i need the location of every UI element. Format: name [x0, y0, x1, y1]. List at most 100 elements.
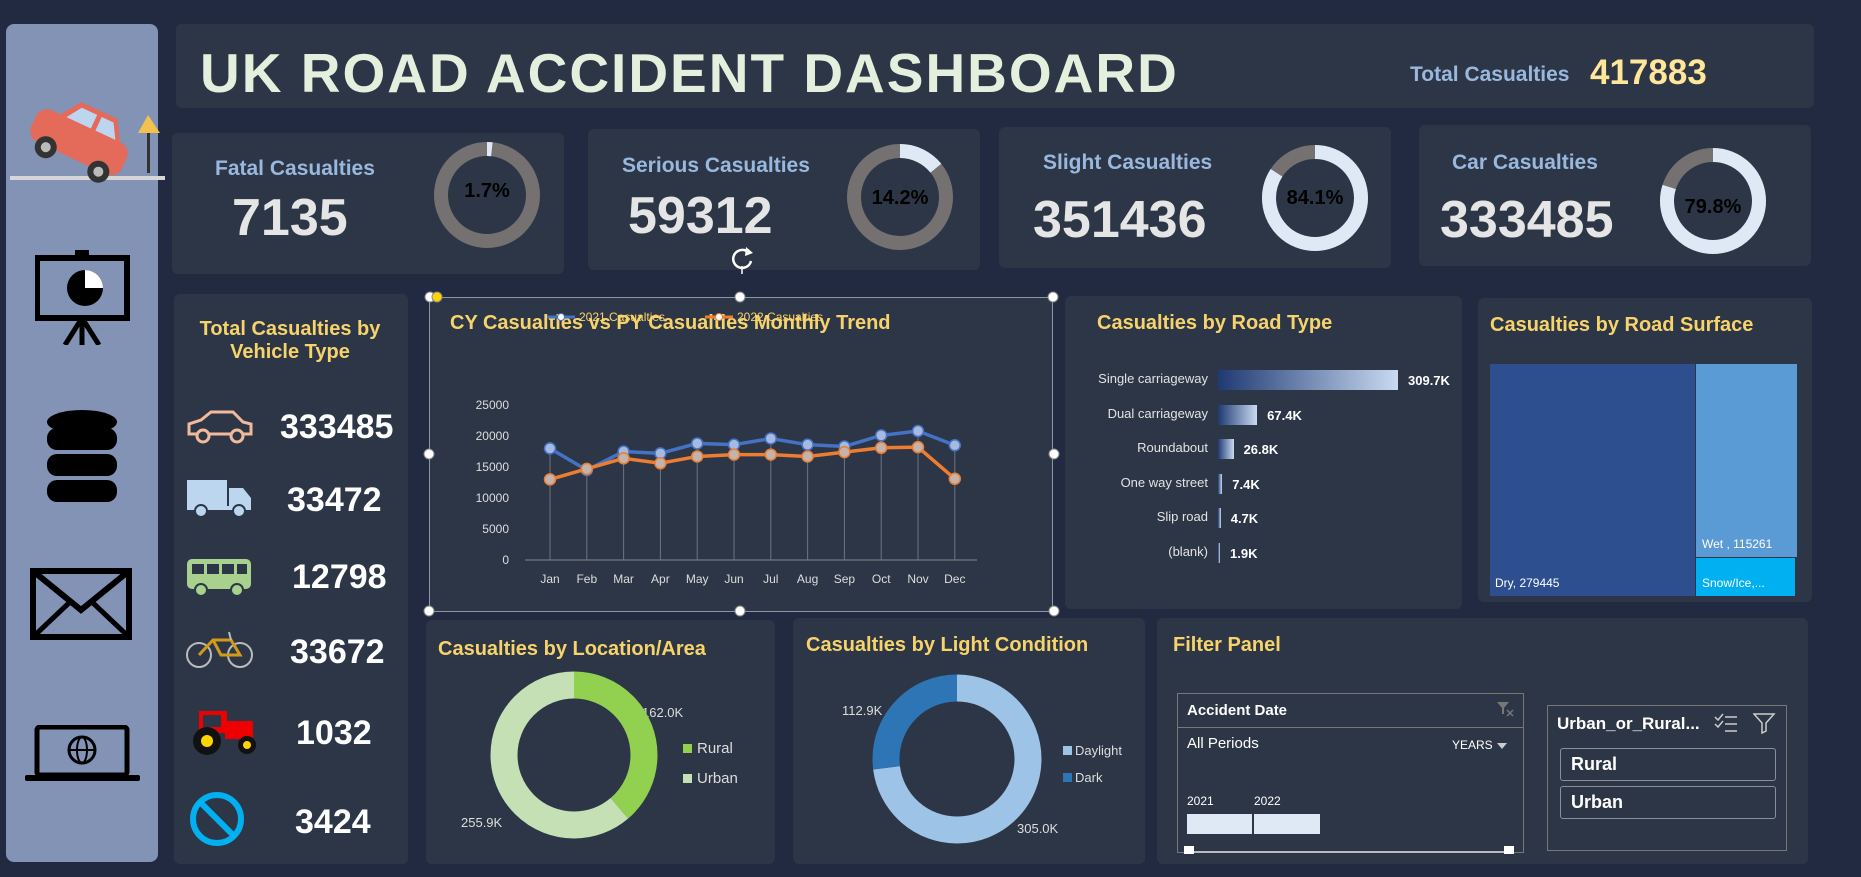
kpi-fatal-label: Fatal Casualties: [215, 157, 375, 180]
y-tick-label: 10000: [476, 491, 510, 505]
urban-segment[interactable]: [490, 671, 658, 839]
x-tick-label: May: [686, 572, 709, 586]
data-point: [874, 429, 888, 442]
presentation-icon[interactable]: [35, 250, 130, 345]
kpi-fatal-donut: 1.7%: [434, 142, 540, 248]
bus-icon: [187, 559, 251, 597]
x-tick-label: Feb: [576, 572, 597, 586]
timeline-handle-right[interactable]: [1504, 846, 1514, 854]
road-type-bar[interactable]: [1218, 370, 1398, 390]
kpi-slight-label: Slight Casualties: [1043, 151, 1213, 174]
total-casualties-label: Total Casualties: [1410, 63, 1570, 86]
urban-rural-slicer-title: Urban_or_Rural...: [1557, 714, 1700, 733]
data-point: [690, 450, 704, 463]
all-periods-label: All Periods: [1187, 735, 1259, 752]
kpi-car-donut: 79.8%: [1660, 148, 1766, 254]
x-tick-label: Jun: [724, 572, 743, 586]
x-tick-label: Mar: [613, 572, 634, 586]
option-rural[interactable]: Rural: [1560, 748, 1776, 781]
dark-segment[interactable]: [872, 674, 1042, 844]
option-urban[interactable]: Urban: [1560, 786, 1776, 819]
road-type-bar[interactable]: [1218, 404, 1258, 425]
timeline-bar-2022[interactable]: [1254, 814, 1320, 834]
data-point: [801, 438, 814, 451]
treemap-dry-label: Dry, 279445: [1495, 576, 1560, 590]
data-point: [543, 473, 557, 486]
road-type-bar[interactable]: [1218, 508, 1221, 529]
truck-icon: [187, 480, 251, 518]
legend-marker: [715, 313, 723, 321]
data-point: [911, 424, 925, 438]
road-type-value: 67.4K: [1267, 407, 1302, 423]
data-point: [764, 448, 778, 461]
database-icon[interactable]: [45, 410, 120, 505]
timeline-scrollbar[interactable]: [1187, 851, 1512, 853]
date-slicer-title: Accident Date: [1187, 702, 1288, 719]
kpi-fatal-value: 7135: [232, 189, 348, 247]
car-accident-icon[interactable]: [10, 85, 170, 185]
year-2021-label: 2021: [1187, 794, 1214, 808]
location-title: Casualties by Location/Area: [438, 638, 706, 660]
vehicle-type-title: Total Casualties by Vehicle Type: [199, 318, 381, 363]
years-dropdown[interactable]: YEARS: [1452, 738, 1493, 752]
timeline-handle-left[interactable]: [1184, 846, 1194, 854]
light-donut: 112.9K 305.0K Daylight Dark: [842, 674, 1122, 844]
chevron-down-icon[interactable]: [1496, 741, 1508, 751]
slicer-divider: [1178, 727, 1523, 728]
vehicle-bus-value: 12798: [292, 558, 387, 596]
road-type-panel: [1065, 296, 1462, 609]
year-2022-label: 2022: [1254, 794, 1281, 808]
treemap-dry[interactable]: Dry, 279445: [1490, 364, 1695, 596]
clear-filter-icon[interactable]: [1496, 700, 1514, 718]
kpi-serious-pct: 14.2%: [872, 187, 929, 209]
data-point: [948, 439, 962, 452]
legend-label: 2021 Casualties: [579, 310, 665, 324]
kpi-slight-donut: 84.1%: [1262, 145, 1368, 251]
y-tick-label: 20000: [476, 429, 510, 443]
road-type-label: (blank): [1168, 544, 1208, 559]
road-type-label: Roundabout: [1137, 440, 1208, 456]
selection-handles[interactable]: [420, 288, 1065, 623]
mail-icon[interactable]: [30, 568, 132, 640]
road-type-value: 7.4K: [1232, 476, 1260, 492]
urban-data-label: 255.9K: [461, 815, 503, 830]
daylight-data-label: 305.0K: [1017, 821, 1059, 836]
date-slicer[interactable]: Accident Date All Periods YEARS 2021 202…: [1177, 693, 1524, 854]
filter-icon[interactable]: [1753, 712, 1777, 734]
legend-rural-swatch: [683, 744, 692, 753]
legend-dark-label: Dark: [1075, 770, 1103, 785]
x-tick-label: Nov: [907, 572, 928, 586]
x-tick-label: Jan: [540, 572, 559, 586]
legend-urban-label: Urban: [697, 770, 738, 787]
y-tick-label: 0: [502, 553, 509, 567]
road-type-bar[interactable]: [1218, 439, 1234, 460]
rotate-handle-icon[interactable]: [728, 244, 756, 274]
road-type-bar[interactable]: [1218, 543, 1220, 563]
treemap-wet[interactable]: Wet , 115261: [1696, 364, 1797, 557]
vehicle-tractor-value: 1032: [296, 714, 372, 752]
legend-rural-label: Rural: [697, 740, 733, 757]
tractor-icon: [193, 711, 256, 755]
road-type-bar[interactable]: [1218, 473, 1223, 494]
filter-title: Filter Panel: [1173, 634, 1281, 656]
road-type-value: 309.7K: [1408, 373, 1450, 388]
laptop-globe-icon[interactable]: [25, 725, 140, 785]
multi-select-icon[interactable]: [1714, 713, 1738, 733]
x-tick-label: Sep: [834, 572, 856, 586]
road-surface-title: Casualties by Road Surface: [1490, 314, 1754, 336]
legend-label: 2022 Casualties: [737, 310, 823, 324]
kpi-serious-label: Serious Casualties: [622, 154, 810, 177]
kpi-slight-pct: 84.1%: [1287, 187, 1344, 209]
timeline-bar-2021[interactable]: [1187, 814, 1252, 834]
kpi-serious-donut: 14.2%: [847, 144, 953, 250]
data-point: [727, 448, 741, 461]
treemap-snow[interactable]: Snow/Ice,...: [1696, 558, 1795, 596]
data-point: [874, 441, 888, 455]
treemap-snow-label: Snow/Ice,...: [1702, 576, 1765, 590]
legend-daylight-label: Daylight: [1075, 743, 1122, 758]
data-point: [764, 432, 778, 445]
x-tick-label: Jul: [763, 572, 778, 586]
data-point: [654, 457, 667, 470]
rural-data-label: 162.0K: [642, 705, 684, 720]
data-point: [617, 452, 630, 465]
